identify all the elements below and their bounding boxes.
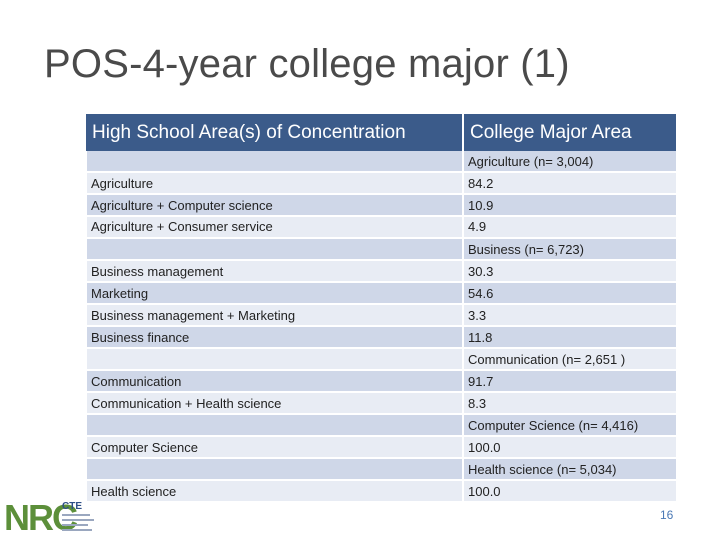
table-cell: Business (n= 6,723) [462, 238, 676, 261]
table-cell: Computer Science (n= 4,416) [462, 414, 676, 437]
table-row: Communication 91.7 [85, 370, 676, 393]
table-cell: Communication [85, 370, 463, 393]
table-cell: Communication (n= 2,651 ) [462, 348, 676, 371]
table-row: Business (n= 6,723) [85, 238, 676, 261]
table-cell: Business management [85, 260, 463, 283]
table-header-row: High School Area(s) of Concentration Col… [86, 114, 676, 151]
table-cell [85, 238, 463, 261]
table-cell: Marketing [85, 282, 463, 305]
table-cell [85, 414, 463, 437]
table-cell: 8.3 [462, 392, 676, 415]
nrccte-logo: NRC CTE [4, 497, 94, 537]
logo-cte-text: CTE [62, 501, 82, 512]
logo-caption-line [62, 519, 94, 521]
logo-caption-line [62, 524, 88, 526]
table-cell: 91.7 [462, 370, 676, 393]
table-row: Communication + Health science 8.3 [85, 392, 676, 415]
table-cell: 100.0 [462, 480, 676, 503]
header-college-major: College Major Area [462, 114, 676, 151]
logo-caption-line [62, 529, 92, 531]
table-cell: Communication + Health science [85, 392, 463, 415]
table-row: Agriculture (n= 3,004) [85, 151, 676, 173]
table-cell: 3.3 [462, 304, 676, 327]
concentration-major-table: High School Area(s) of Concentration Col… [85, 114, 676, 503]
table-cell: Agriculture + Consumer service [85, 216, 463, 239]
table-row: Computer Science (n= 4,416) [85, 414, 676, 437]
logo-caption-line [62, 514, 90, 516]
table-cell: Health science (n= 5,034) [462, 458, 676, 481]
table-row: Agriculture + Computer science 10.9 [85, 194, 676, 217]
table-row: Communication (n= 2,651 ) [85, 348, 676, 371]
table-cell: 4.9 [462, 216, 676, 239]
table-cell: Agriculture (n= 3,004) [462, 151, 676, 173]
table-row: Agriculture 84.2 [85, 172, 676, 195]
table-cell: Computer Science [85, 436, 463, 459]
table-row: Health science 100.0 [85, 480, 676, 503]
table-row: Health science (n= 5,034) [85, 458, 676, 481]
header-hs-concentration: High School Area(s) of Concentration [86, 114, 463, 151]
table-cell: Business finance [85, 326, 463, 349]
table-row: Marketing 54.6 [85, 282, 676, 305]
table-cell [85, 458, 463, 481]
table-row: Business management 30.3 [85, 260, 676, 283]
table-cell: 30.3 [462, 260, 676, 283]
table-row: Computer Science 100.0 [85, 436, 676, 459]
table-cell: 84.2 [462, 172, 676, 195]
table-row: Business finance 11.8 [85, 326, 676, 349]
table-cell: Agriculture [85, 172, 463, 195]
page-number: 16 [660, 508, 674, 522]
table-cell: 100.0 [462, 436, 676, 459]
table-cell [85, 151, 463, 173]
table-cell: 11.8 [462, 326, 676, 349]
table-cell: 54.6 [462, 282, 676, 305]
table-cell [85, 348, 463, 371]
table-row: Business management + Marketing 3.3 [85, 304, 676, 327]
table-row: Agriculture + Consumer service 4.9 [85, 216, 676, 239]
table-cell: Agriculture + Computer science [85, 194, 463, 217]
table-cell: 10.9 [462, 194, 676, 217]
slide-title: POS-4-year college major (1) [44, 42, 570, 86]
table-cell: Business management + Marketing [85, 304, 463, 327]
table-cell: Health science [85, 480, 463, 503]
